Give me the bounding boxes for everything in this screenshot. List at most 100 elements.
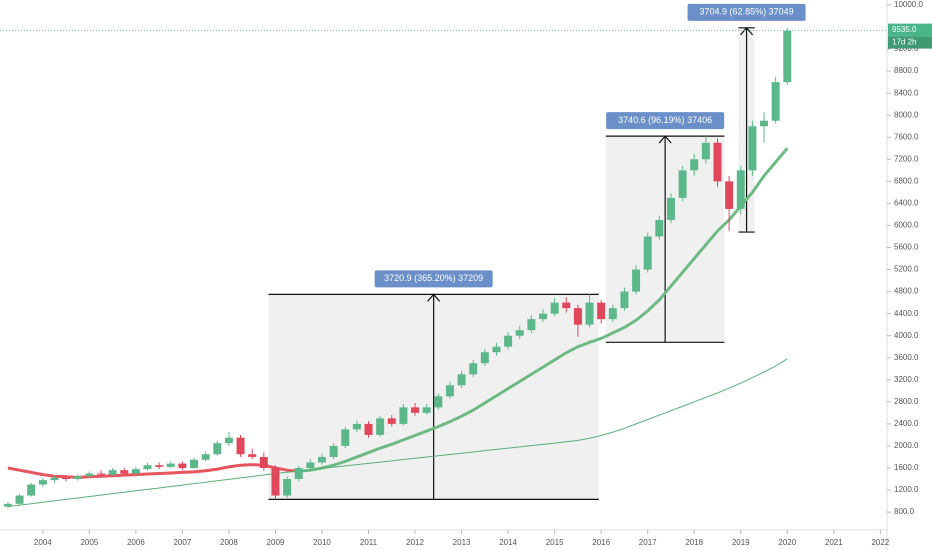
y-tick-label: 2400.0	[894, 419, 919, 428]
candle-body	[608, 308, 617, 320]
measure-label-box	[374, 270, 493, 288]
candle-body	[515, 330, 524, 336]
candle-body	[96, 473, 105, 475]
measure-label: 3740.6 (96.19%) 37406	[618, 115, 712, 125]
candle-body	[492, 346, 501, 353]
y-tick-label: 4000.0	[894, 331, 919, 340]
x-tick-label: 2005	[80, 538, 98, 547]
candle-body	[736, 170, 745, 209]
candle-body	[585, 302, 594, 325]
candle-body	[352, 423, 361, 430]
y-tick-label: 4400.0	[894, 309, 919, 318]
x-tick-label: 2020	[778, 538, 796, 547]
candle-body	[387, 418, 396, 424]
candle-body	[155, 465, 164, 467]
candle-body	[364, 423, 373, 435]
measure-label: 3704.9 (62.85%) 37049	[700, 7, 794, 17]
moving-average	[7, 463, 299, 479]
candle-body	[329, 445, 338, 457]
countdown-label: 17d 2h	[892, 38, 916, 47]
price-tag	[888, 23, 932, 37]
candle-body	[678, 170, 687, 198]
x-tick-label: 2008	[220, 538, 238, 547]
y-tick-label: 6800.0	[894, 176, 919, 185]
candle-body	[527, 319, 536, 331]
candle-body	[550, 302, 559, 314]
candle-body	[131, 469, 140, 474]
candle-body	[445, 385, 454, 397]
candle-body	[399, 407, 408, 424]
measure-label: 3720.9 (365.20%) 37209	[384, 273, 483, 283]
candle-body	[283, 479, 292, 496]
x-tick-label: 2012	[406, 538, 424, 547]
y-tick-label: 9200.0	[894, 44, 919, 53]
candle-body	[504, 335, 513, 347]
measure-arrowhead	[740, 26, 754, 36]
candle-body	[201, 454, 210, 460]
x-tick-label: 2004	[34, 538, 52, 547]
moving-average	[298, 147, 789, 473]
candle-body	[469, 363, 478, 375]
x-tick-label: 2016	[592, 538, 610, 547]
candle-body	[3, 503, 12, 507]
y-tick-label: 1600.0	[894, 463, 919, 472]
candle-body	[713, 142, 722, 182]
x-tick-label: 2017	[639, 538, 657, 547]
candle-body	[783, 30, 792, 83]
x-tick-label: 2011	[360, 538, 378, 547]
measure-label-box	[687, 3, 806, 21]
candle-body	[701, 142, 710, 160]
candle-body	[271, 467, 280, 496]
candle-body	[457, 374, 466, 386]
candle-body	[655, 219, 664, 237]
candle-body	[306, 462, 315, 468]
price-tag-label: 9535.0	[892, 25, 917, 34]
candle-body	[224, 437, 233, 444]
x-tick-label: 2015	[546, 538, 564, 547]
candle-body	[632, 269, 641, 292]
moving-average	[7, 358, 788, 508]
y-tick-label: 1200.0	[894, 485, 919, 494]
candle-body	[73, 476, 82, 480]
x-tick-label: 2021	[825, 538, 843, 547]
candle-body	[434, 396, 443, 408]
measure-arrowhead	[658, 135, 672, 144]
x-tick-label: 2018	[685, 538, 703, 547]
x-tick-label: 2007	[173, 538, 191, 547]
countdown-tag	[888, 36, 932, 49]
candle-body	[562, 302, 571, 309]
x-tick-label: 2006	[127, 538, 145, 547]
candle-body	[120, 470, 129, 474]
candle-body	[294, 467, 303, 480]
candle-body	[539, 313, 548, 320]
candle-body	[573, 308, 582, 325]
candle-body	[190, 459, 199, 468]
candle-body	[50, 477, 59, 481]
candle-body	[236, 437, 245, 455]
y-tick-label: 4800.0	[894, 287, 919, 296]
candle-body	[85, 473, 94, 477]
candle-body	[248, 454, 257, 457]
x-tick-label: 2014	[499, 538, 517, 547]
candle-body	[317, 456, 326, 463]
x-tick-label: 2019	[732, 538, 750, 547]
y-tick-label: 8800.0	[894, 66, 919, 75]
y-tick-label: 7600.0	[894, 132, 919, 141]
y-tick-label: 8400.0	[894, 88, 919, 97]
x-tick-label: 2013	[453, 538, 471, 547]
y-tick-label: 5200.0	[894, 265, 919, 274]
candle-body	[690, 159, 699, 171]
y-tick-label: 5600.0	[894, 243, 919, 252]
candle-body	[620, 291, 629, 309]
candle-body	[108, 470, 117, 475]
candle-body	[15, 495, 24, 504]
candle-body	[38, 480, 47, 485]
candle-body	[376, 418, 385, 435]
y-tick-label: 10000.0	[894, 0, 923, 9]
candle-body	[666, 197, 675, 220]
x-tick-label: 2022	[871, 538, 889, 547]
y-tick-label: 6000.0	[894, 221, 919, 230]
y-tick-label: 800.0	[894, 507, 915, 516]
measure-arrowhead	[427, 293, 441, 302]
